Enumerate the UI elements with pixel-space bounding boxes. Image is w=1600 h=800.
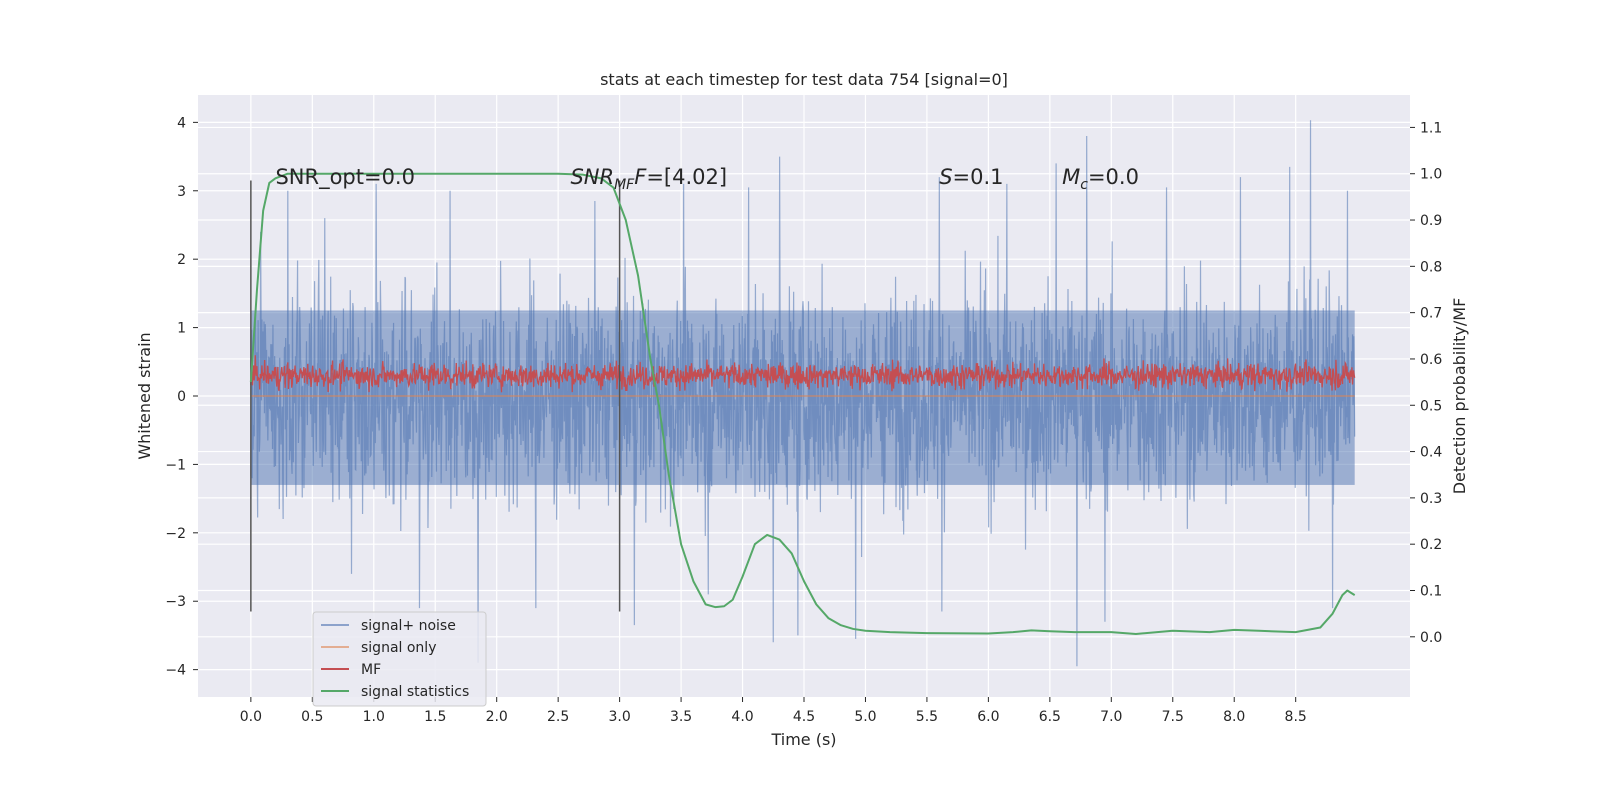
x-tick-label: 1.0 (363, 709, 385, 725)
x-tick-label: 7.0 (1100, 709, 1122, 725)
y-tick-label-left: −4 (165, 663, 186, 679)
annotation-snr-mf-symbol: SNR (570, 165, 614, 189)
x-tick-label: 3.0 (608, 709, 630, 725)
x-tick-label: 7.5 (1162, 709, 1184, 725)
legend-label: signal+ noise (361, 618, 456, 634)
annotation-s: S=0.1 (939, 165, 1003, 189)
y-tick-label-left: −2 (165, 526, 186, 542)
y-tick-label-right: 0.2 (1420, 537, 1442, 553)
x-tick-label: 3.5 (670, 709, 692, 725)
annotation-snr-mf-value: =[4.02] (646, 165, 727, 189)
x-tick-label: 5.5 (916, 709, 938, 725)
y-tick-label-left: −1 (165, 457, 186, 473)
legend: signal+ noise signal only MF signal statist… (312, 611, 487, 707)
x-tick-label: 8.0 (1223, 709, 1245, 725)
legend-label: signal only (361, 640, 436, 656)
axis-layer: 0.0 0.5 1.0 1.5 2.0 2.5 3.0 3.5 4.0 4.5 5.0 5.5 6.0 6… (165, 115, 1442, 725)
x-tick-label: 6.0 (977, 709, 999, 725)
y-tick-label-left: 0 (177, 389, 186, 405)
series-mf (250, 355, 1356, 393)
series-signal-plus-noise-core (250, 310, 1355, 485)
annotation-mc-subscript: c (1080, 177, 1088, 193)
y-axis-label-right: Detection probability/MF (1450, 298, 1469, 495)
annotation-s-symbol: S (939, 165, 952, 189)
annotation-snr-mf: SNRMFF=[4.02] (570, 165, 727, 193)
y-tick-label-left: 1 (177, 321, 186, 337)
x-axis-label: Time (s) (770, 730, 836, 749)
y-tick-label-right: 1.0 (1420, 167, 1442, 183)
y-tick-label-right: 0.9 (1420, 213, 1442, 229)
annotation-snr-opt: SNR_opt=0.0 (275, 165, 415, 190)
series-signal-statistics (249, 172, 1356, 636)
x-tick-label: 2.0 (486, 709, 508, 725)
annotation-snr-mf-f: F (634, 165, 647, 189)
y-tick-label-right: 0.7 (1420, 306, 1442, 322)
x-tick-label: 4.5 (793, 709, 815, 725)
data-layer (249, 120, 1356, 667)
y-tick-label-right: 0.3 (1420, 491, 1442, 507)
x-tick-label: 4.0 (731, 709, 753, 725)
x-tick-label: 0.0 (240, 709, 262, 725)
x-tick-label: 5.0 (854, 709, 876, 725)
y-tick-label-right: 0.8 (1420, 259, 1442, 275)
legend-label: signal statistics (361, 684, 469, 700)
y-tick-label-right: 0.1 (1420, 583, 1442, 599)
y-tick-label-right: 1.1 (1420, 120, 1442, 136)
y-tick-label-right: 0.4 (1420, 445, 1442, 461)
x-tick-label: 6.5 (1039, 709, 1061, 725)
legend-box (312, 611, 487, 707)
y-tick-label-left: 4 (177, 115, 186, 131)
annotations: SNR_opt=0.0 SNRMFF=[4.02] S=0.1 Mc=0.0 (275, 165, 1139, 193)
y-tick-label-right: 0.0 (1420, 630, 1442, 646)
y-axis-label-left: Whitened strain (135, 332, 154, 459)
x-tick-label: 0.5 (301, 709, 323, 725)
y-tick-label-left: −3 (165, 594, 186, 610)
legend-label: MF (361, 662, 381, 678)
chart-title: stats at each timestep for test data 754… (600, 70, 1008, 89)
x-tick-label: 8.5 (1285, 709, 1307, 725)
annotation-mc-symbol: M (1062, 165, 1080, 189)
y-tick-label-left: 2 (177, 252, 186, 268)
annotation-mc: Mc=0.0 (1062, 165, 1139, 193)
x-tick-label: 1.5 (424, 709, 446, 725)
y-tick-label-right: 0.6 (1420, 352, 1442, 368)
y-tick-label-right: 0.5 (1420, 398, 1442, 414)
annotation-s-value: =0.1 (953, 165, 1004, 189)
x-tick-label: 2.5 (547, 709, 569, 725)
annotation-snr-mf-subscript: MF (614, 177, 635, 193)
y-tick-label-left: 3 (177, 184, 186, 200)
annotation-mc-value: =0.0 (1088, 165, 1139, 189)
